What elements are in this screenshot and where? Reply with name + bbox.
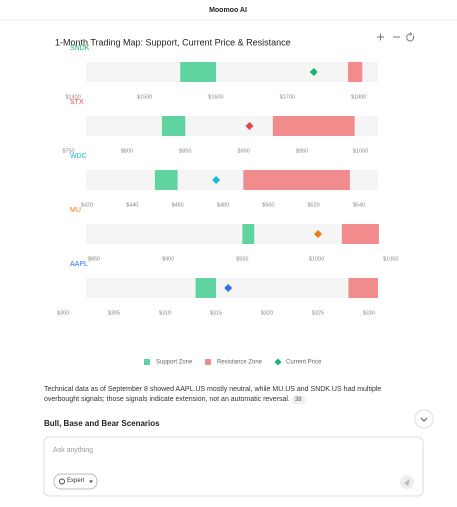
x-tick-label: $520 [307,202,319,208]
x-tick-label: $540 [353,202,365,208]
x-tick-label: $800 [121,148,133,154]
track [86,62,378,82]
ticker-label: AAPL [70,261,88,268]
x-tick-label: $950 [236,256,248,262]
legend-swatch [205,359,211,365]
x-tick-label: $500 [262,202,274,208]
chevron-icon [420,417,428,422]
ticker-label: WDC [70,153,87,160]
citation-badge[interactable]: 38 [291,396,305,404]
current-price [314,230,323,238]
resistance-zone [272,116,355,136]
ticker-label: SNDK [70,45,90,52]
x-tick-label: $1000 [353,148,368,154]
x-tick-label: $320 [261,310,273,316]
legend-label: Current Price [286,360,322,366]
chart-area: Moomoo AI 1-Month Trading Map: Support, … [0,7,457,366]
legend-label: Support Zone [156,360,193,366]
scroll-button[interactable] [414,409,434,429]
x-tick-label: $420 [81,202,93,208]
input-placeholder: Ask anything [53,447,94,454]
legend-swatch [144,359,150,365]
x-tick-label: $750 [62,148,74,154]
input-area [43,409,434,497]
chart-tools[interactable] [377,32,415,42]
message-body: Technical data as of September 8 showed … [44,386,382,403]
x-tick-label: $1700 [280,94,295,100]
support-zone [195,278,216,298]
x-tick-label: $850 [88,256,100,262]
x-tick-label: $1500 [137,94,152,100]
chart-title: 1-Month Trading Map: Support, Current Pr… [55,37,291,47]
mode-button[interactable] [53,473,98,490]
x-tick-label: $330 [363,310,375,316]
current-price [309,68,318,76]
x-tick-label: $305 [108,310,120,316]
resistance-zone [341,224,379,244]
x-tick-label: $310 [159,310,171,316]
support-zone [242,224,255,244]
x-tick-label: $900 [162,256,174,262]
input-box[interactable] [43,436,424,497]
current-price [212,176,221,184]
resistance-zone [348,278,378,298]
current-price [224,284,233,292]
x-tick-label: $315 [210,310,222,316]
legend-label: Resistance Zone [217,360,263,366]
message-text: Technical data as of September 8 showed … [44,385,416,405]
resistance-zone [348,62,363,82]
current-price [245,122,254,130]
x-tick-label: $850 [179,148,191,154]
x-tick-label: $1000 [309,256,324,262]
x-tick-label: $1050 [383,256,398,262]
dropdown-icon [89,480,93,483]
send-icon [404,479,410,486]
x-tick-label: $1400 [66,94,81,100]
x-tick-label: $1600 [208,94,223,100]
x-tick-label: $440 [126,202,138,208]
x-tick-label: $1800 [351,94,366,100]
x-tick-label: $325 [312,310,324,316]
x-tick-label: $900 [238,148,250,154]
x-tick-label: $460 [171,202,183,208]
support-zone [180,62,216,82]
x-tick-label: $480 [217,202,229,208]
x-tick-label: $300 [57,310,69,316]
section-heading: Bull, Base and Bear Scenarios [44,419,160,428]
legend-swatch [274,358,282,366]
header-title: Moomoo AI [209,7,247,14]
mode-label: Expert [67,478,85,484]
ticker-label: STX [70,99,84,106]
ticker-label: MU [70,207,81,214]
x-tick-label: $950 [296,148,308,154]
mode-icon [59,478,65,485]
support-zone [154,170,178,190]
resistance-zone [243,170,350,190]
support-zone [161,116,186,136]
track [86,224,378,244]
